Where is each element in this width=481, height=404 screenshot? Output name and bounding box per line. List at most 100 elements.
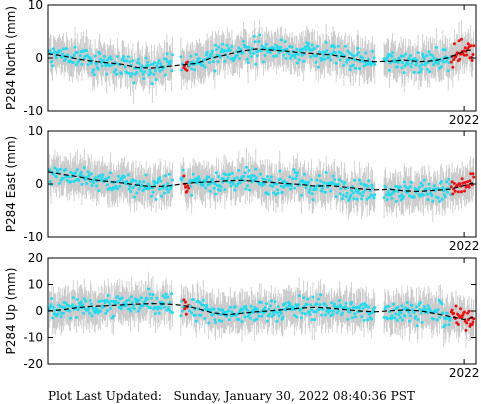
data-point bbox=[152, 72, 156, 76]
data-point bbox=[216, 60, 220, 64]
data-point bbox=[276, 311, 279, 315]
data-point bbox=[64, 168, 68, 171]
data-point bbox=[226, 176, 230, 180]
data-point bbox=[143, 70, 146, 74]
east-x-tick-label: 2022 bbox=[449, 239, 480, 253]
data-point bbox=[257, 314, 261, 318]
data-point bbox=[253, 178, 257, 182]
data-point bbox=[156, 307, 160, 311]
data-point bbox=[354, 66, 357, 70]
data-point bbox=[406, 307, 410, 311]
recent-data-point bbox=[472, 175, 476, 179]
data-point bbox=[246, 175, 250, 179]
data-point bbox=[333, 45, 337, 49]
data-point bbox=[163, 174, 167, 178]
recent-data-point bbox=[470, 59, 474, 62]
data-point bbox=[435, 318, 439, 322]
data-point bbox=[370, 183, 374, 187]
data-point bbox=[442, 189, 446, 193]
data-point bbox=[337, 44, 340, 48]
data-point bbox=[109, 171, 112, 175]
recent-data-point bbox=[471, 53, 475, 56]
data-point bbox=[142, 77, 146, 81]
data-point bbox=[130, 300, 134, 304]
data-point bbox=[316, 65, 320, 69]
data-point bbox=[414, 315, 418, 319]
data-point bbox=[338, 192, 342, 196]
data-point bbox=[307, 310, 311, 314]
data-point bbox=[336, 305, 340, 309]
data-point bbox=[233, 188, 237, 192]
data-point bbox=[231, 182, 235, 186]
data-point bbox=[350, 316, 354, 320]
data-point bbox=[384, 193, 388, 197]
data-point bbox=[245, 45, 248, 49]
data-point bbox=[225, 49, 228, 53]
data-point bbox=[56, 312, 60, 316]
data-point bbox=[426, 304, 430, 308]
recent-data-point bbox=[472, 44, 476, 48]
data-point bbox=[285, 47, 289, 51]
data-point bbox=[435, 45, 439, 49]
data-point bbox=[170, 292, 174, 296]
data-point bbox=[217, 45, 221, 49]
data-point bbox=[337, 183, 340, 187]
data-point bbox=[323, 190, 327, 194]
data-point bbox=[224, 173, 228, 177]
data-point bbox=[355, 197, 359, 201]
data-point bbox=[136, 57, 140, 61]
data-point bbox=[312, 310, 316, 314]
data-point bbox=[446, 316, 450, 320]
data-point bbox=[319, 293, 323, 297]
data-point bbox=[221, 42, 225, 46]
data-point bbox=[305, 303, 309, 306]
data-point bbox=[247, 45, 251, 49]
y-tick-label: 10 bbox=[28, 278, 43, 292]
data-point bbox=[397, 313, 401, 317]
data-point bbox=[387, 52, 391, 56]
data-point bbox=[53, 166, 57, 170]
data-point bbox=[425, 192, 429, 196]
data-point bbox=[408, 194, 412, 198]
data-point bbox=[229, 184, 233, 188]
data-point bbox=[158, 69, 162, 73]
data-point bbox=[328, 309, 332, 313]
data-point bbox=[190, 311, 194, 315]
data-point bbox=[80, 62, 84, 66]
data-point bbox=[95, 184, 99, 188]
data-point bbox=[359, 182, 363, 186]
data-point bbox=[418, 64, 422, 68]
recent-data-point bbox=[467, 185, 471, 189]
data-point bbox=[164, 292, 168, 296]
data-point bbox=[273, 300, 277, 304]
data-point bbox=[432, 63, 436, 67]
data-point bbox=[401, 54, 405, 58]
data-point bbox=[339, 187, 343, 191]
data-point bbox=[137, 298, 141, 302]
data-point bbox=[361, 56, 364, 60]
data-point bbox=[443, 195, 447, 199]
data-point bbox=[67, 175, 71, 179]
data-point bbox=[347, 51, 351, 55]
data-point bbox=[388, 68, 391, 72]
data-point bbox=[208, 189, 212, 193]
data-point bbox=[334, 195, 338, 199]
data-point bbox=[149, 71, 153, 75]
data-point bbox=[76, 308, 80, 312]
data-point bbox=[189, 184, 193, 188]
data-point bbox=[97, 189, 101, 193]
data-point bbox=[369, 63, 373, 67]
data-point bbox=[252, 34, 256, 38]
data-point bbox=[401, 195, 405, 199]
data-point bbox=[347, 197, 351, 201]
data-point bbox=[432, 56, 436, 60]
data-point bbox=[296, 61, 299, 65]
data-point bbox=[354, 315, 357, 319]
data-point bbox=[294, 177, 298, 181]
data-point bbox=[235, 184, 238, 188]
data-point bbox=[362, 319, 366, 322]
data-point bbox=[210, 52, 214, 55]
data-point bbox=[99, 178, 103, 182]
recent-data-point bbox=[456, 51, 459, 55]
recent-data-point bbox=[466, 180, 470, 184]
